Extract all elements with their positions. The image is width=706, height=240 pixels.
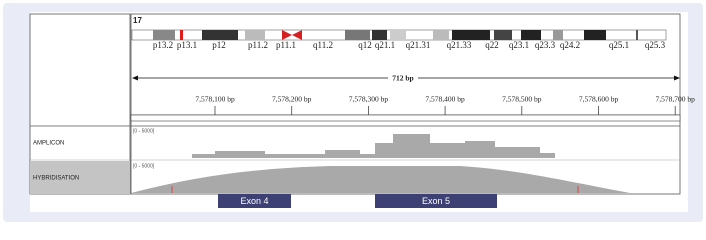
band-label: q25.3: [645, 40, 666, 50]
ideogram: [131, 29, 667, 41]
exon-box: [218, 194, 291, 208]
span: 712 bp: [392, 74, 413, 83]
band-label: p13.1: [177, 40, 197, 50]
exon-box: [375, 194, 497, 208]
ruler-tick-label: 7,578,300 bp: [349, 95, 389, 104]
band-label: q21.31: [406, 40, 431, 50]
band-label: q21.1: [375, 40, 395, 50]
band-label: p12: [212, 40, 226, 50]
band-label: q11.2: [313, 40, 333, 50]
ruler-tick-label: 7,578,500 bp: [502, 95, 542, 104]
arrow: [674, 75, 680, 81]
igv-screenshot: 17 712 bp p13.2 p13.1 p12 p11.2 p11.1 q11.2 q1…: [3, 3, 703, 222]
exon-label: Exon 4: [240, 196, 268, 206]
span-bg: [388, 73, 418, 83]
band-label: q23.1: [509, 40, 529, 50]
band-label: p11.2: [248, 40, 268, 50]
band-label: q23.3: [535, 40, 556, 50]
band-label: q21.33: [447, 40, 472, 50]
track-range: [0 - 5000]: [133, 128, 155, 134]
track-range: [0 - 5000]: [133, 163, 155, 169]
amplicon-coverage: [192, 134, 555, 158]
track-name: HYBRIDISATION: [33, 176, 79, 182]
hybridisation-coverage: [131, 166, 630, 193]
data-panel: [130, 13, 681, 195]
exon-label: Exon 5: [422, 196, 450, 206]
band-label: q25.1: [609, 40, 629, 50]
band-label: p13.2: [153, 40, 173, 50]
ruler-tick-label: 7,578,400 bp: [425, 95, 465, 104]
band-label: q22: [485, 40, 499, 50]
track-name: AMPLICON: [33, 141, 64, 147]
sequence-bar: [130, 114, 681, 122]
ruler-tick-label: 7,578,200 bp: [272, 95, 312, 104]
ruler-tick-label: 7,578,700 bp: [656, 95, 696, 104]
hyb-name-bg: [30, 161, 130, 194]
ruler-tick-label: 7,578,600 bp: [579, 95, 619, 104]
arrow: [132, 75, 138, 81]
band-label: p11.1: [276, 40, 296, 50]
band-label: q12: [358, 40, 372, 50]
chromosome: 17: [133, 16, 142, 25]
ruler-tick-label: 7,578,100 bp: [195, 95, 235, 104]
band-label: q24.2: [560, 40, 580, 50]
